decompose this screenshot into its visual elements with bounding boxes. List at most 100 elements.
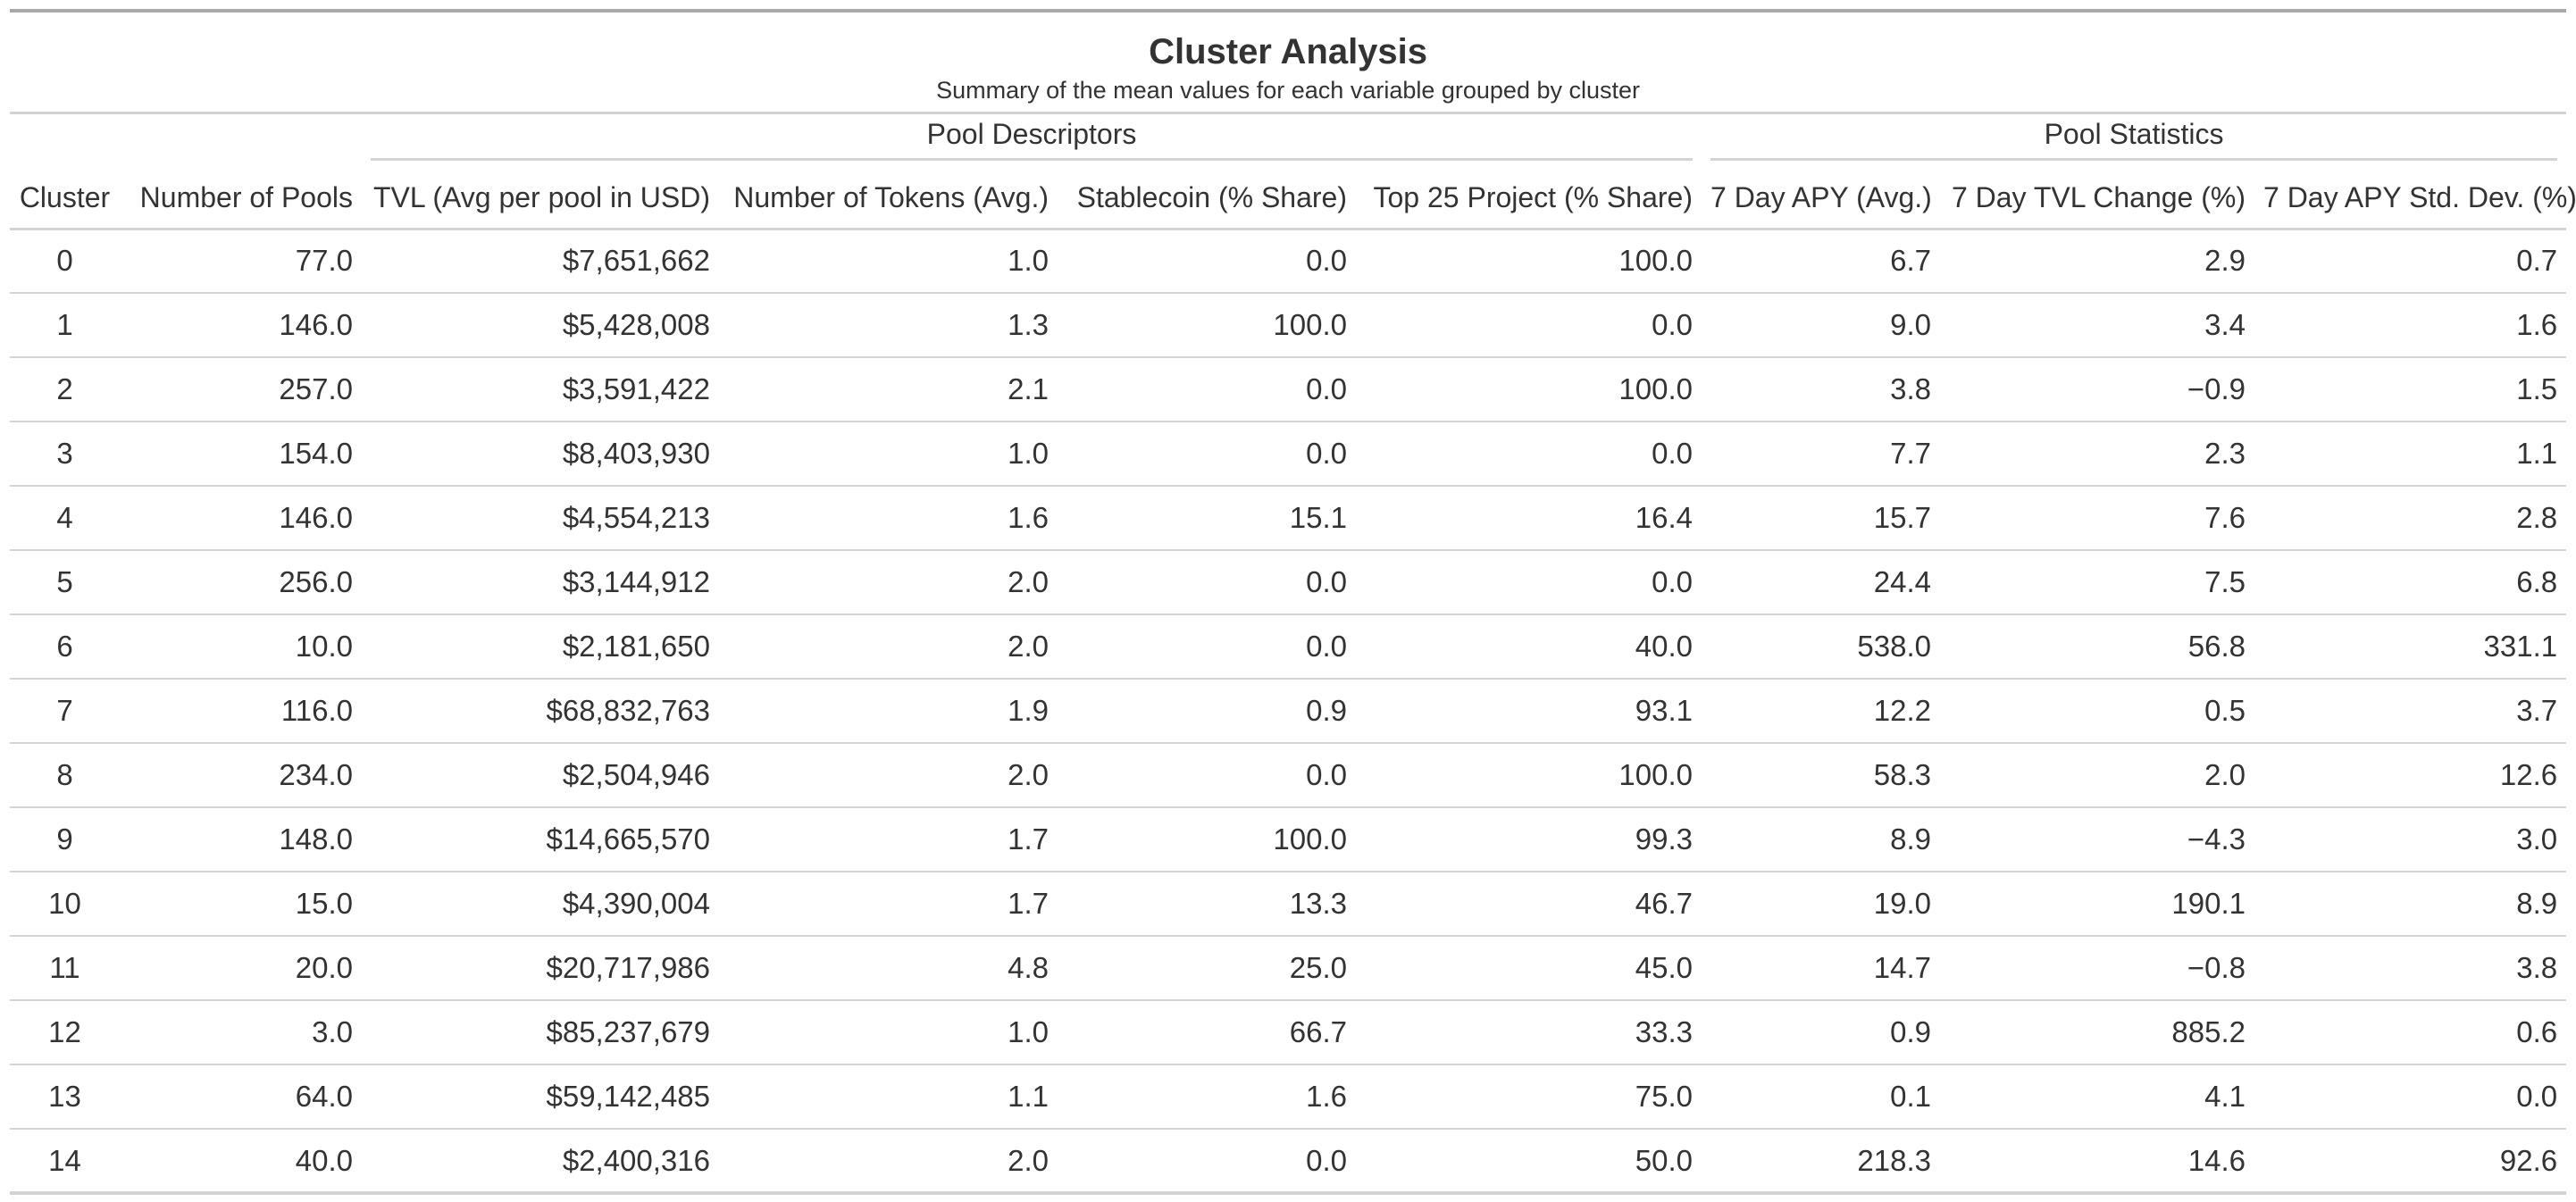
cell-top25: 0.0 — [1356, 421, 1702, 486]
cell-cluster: 14 — [10, 1128, 120, 1193]
cell-apy: 7.7 — [1702, 421, 1940, 486]
cell-apy-std: 331.1 — [2254, 614, 2567, 679]
cell-tvl-change: 2.0 — [1940, 742, 2254, 807]
cell-tvl-change: 0.5 — [1940, 678, 2254, 743]
cell-tvl-change: 14.6 — [1940, 1128, 2254, 1193]
cell-tvl: $85,237,679 — [362, 999, 719, 1064]
spanner-empty — [10, 113, 362, 168]
cell-cluster: 8 — [10, 742, 120, 807]
cell-stablecoin: 15.1 — [1058, 485, 1356, 550]
cell-stablecoin: 0.0 — [1058, 742, 1356, 807]
cell-tvl: $7,651,662 — [562, 244, 710, 278]
table-subtitle: Summary of the mean values for each vari… — [10, 70, 2567, 114]
cell-cluster: 6 — [10, 614, 120, 679]
cell-apy-std: 1.5 — [2254, 356, 2567, 422]
cell-tvl-change: 7.6 — [1940, 485, 2254, 550]
table-row: 13 64.0 $59,142,485 1.1 1.6 75.0 0.1 4.1 0.0 — [10, 1064, 2567, 1129]
column-header-apy-std: 7 Day APY Std. Dev. (%) — [2254, 168, 2576, 230]
table-row: 12 3.0 $85,237,679 1.0 66.7 33.3 0.9 885.2 0.6 — [10, 999, 2567, 1064]
cell-apy: 8.9 — [1702, 806, 1940, 872]
table-row: 11 20.0 $20,717,986 4.8 25.0 45.0 14.7 −0.8 3.8 — [10, 935, 2567, 1000]
cell-tvl-change: 56.8 — [1940, 614, 2254, 679]
cell-cluster: 12 — [10, 999, 120, 1064]
cell-number-of-tokens: 1.0 — [1008, 244, 1049, 278]
cell-number-of-pools: 77.0 — [295, 244, 353, 278]
cell-top25: 100.0 — [1356, 356, 1702, 422]
table-row: 2 257.0 $3,591,422 2.1 0.0 100.0 3.8 −0.9 1.5 — [10, 356, 2567, 422]
cell-tvl-change: −4.3 — [1940, 806, 2254, 872]
table-row: 7 116.0 $68,832,763 1.9 0.9 93.1 12.2 0.5 3.7 — [10, 678, 2567, 743]
table-row: 8 234.0 $2,504,946 2.0 0.0 100.0 58.3 2.0 12.6 — [10, 742, 2567, 807]
cell-tvl: $4,554,213 — [362, 485, 719, 550]
cell-stablecoin: 0.0 — [1058, 421, 1356, 486]
cell-number-of-tokens: 1.0 — [719, 421, 1058, 486]
cell-stablecoin: 0.0 — [1058, 549, 1356, 614]
cell-number-of-tokens: 2.0 — [719, 614, 1058, 679]
column-header-tvl-change: 7 Day TVL Change (%) — [1940, 168, 2254, 230]
table-row: 14 40.0 $2,400,316 2.0 0.0 50.0 218.3 14.6 92.6 — [10, 1128, 2567, 1193]
column-header-number-of-tokens: Number of Tokens (Avg.) — [719, 168, 1058, 230]
table-row: 0 77.0 $7,651,662 1.0 0.0 100.0 6.7 2.9 0.7 — [10, 229, 2566, 293]
cell-stablecoin: 1.6 — [1058, 1064, 1356, 1129]
cell-tvl-change: −0.8 — [1940, 935, 2254, 1000]
column-header-stablecoin: Stablecoin (% Share) — [1058, 168, 1356, 230]
cell-cluster: 9 — [10, 806, 120, 872]
table-row: 4 146.0 $4,554,213 1.6 15.1 16.4 15.7 7.6 2.8 — [10, 485, 2567, 550]
cell-cluster: 4 — [10, 485, 120, 550]
cell-tvl: $2,504,946 — [362, 742, 719, 807]
cell-stablecoin: 0.9 — [1058, 678, 1356, 743]
cell-cluster: 10 — [10, 871, 120, 936]
cell-tvl: $5,428,008 — [362, 292, 719, 357]
column-header-tvl: TVL (Avg per pool in USD) — [362, 168, 719, 230]
cell-stablecoin: 0.0 — [1058, 356, 1356, 422]
table-row: 6 10.0 $2,181,650 2.0 0.0 40.0 538.0 56.8 331.1 — [10, 614, 2567, 679]
column-header-number-of-pools: Number of Pools — [120, 168, 362, 230]
cell-tvl: $2,400,316 — [362, 1128, 719, 1193]
title-row: Cluster Analysis — [10, 11, 2566, 70]
cell-stablecoin: 0.0 — [1306, 244, 1347, 278]
cell-number-of-tokens: 2.0 — [719, 549, 1058, 614]
cell-number-of-tokens: 2.0 — [719, 1128, 1058, 1193]
cell-top25: 99.3 — [1356, 806, 1702, 872]
cell-number-of-pools: 116.0 — [120, 678, 362, 743]
cell-tvl-change: 190.1 — [1940, 871, 2254, 936]
cell-apy: 3.8 — [1702, 356, 1940, 422]
cell-number-of-tokens: 1.6 — [719, 485, 1058, 550]
table-row: 10 15.0 $4,390,004 1.7 13.3 46.7 19.0 190.1 8.9 — [10, 871, 2567, 936]
spanner-pool-statistics: Pool Statistics — [1702, 113, 2566, 168]
cell-tvl-change: 2.3 — [1940, 421, 2254, 486]
column-header-row: Cluster Number of Pools TVL (Avg per poo… — [10, 168, 2576, 230]
table-row: 5 256.0 $3,144,912 2.0 0.0 0.0 24.4 7.5 6.8 — [10, 549, 2567, 614]
cell-tvl: $2,181,650 — [362, 614, 719, 679]
cell-stablecoin: 13.3 — [1058, 871, 1356, 936]
cell-apy: 58.3 — [1702, 742, 1940, 807]
cell-number-of-pools: 64.0 — [120, 1064, 362, 1129]
cell-number-of-pools: 10.0 — [120, 614, 362, 679]
table-header: Cluster Analysis Summary of the mean val… — [10, 11, 2576, 230]
cell-cluster: 0 — [56, 244, 73, 278]
cell-stablecoin: 66.7 — [1058, 999, 1356, 1064]
cell-tvl: $3,591,422 — [362, 356, 719, 422]
cell-apy-std: 12.6 — [2254, 742, 2567, 807]
cell-apy: 218.3 — [1702, 1128, 1940, 1193]
column-header-cluster: Cluster — [10, 168, 120, 230]
cell-tvl: $4,390,004 — [362, 871, 719, 936]
cell-tvl-change: 2.9 — [2204, 244, 2246, 278]
cell-number-of-pools: 234.0 — [120, 742, 362, 807]
cell-top25: 0.0 — [1356, 292, 1702, 357]
cell-top25: 16.4 — [1356, 485, 1702, 550]
cell-top25: 75.0 — [1356, 1064, 1702, 1129]
cell-tvl: $20,717,986 — [362, 935, 719, 1000]
cell-number-of-tokens: 1.9 — [719, 678, 1058, 743]
cell-number-of-pools: 40.0 — [120, 1128, 362, 1193]
cell-apy-std: 3.0 — [2254, 806, 2567, 872]
table-title: Cluster Analysis — [1149, 32, 1428, 71]
cell-number-of-tokens: 2.0 — [719, 742, 1058, 807]
cell-stablecoin: 100.0 — [1058, 806, 1356, 872]
cell-number-of-pools: 146.0 — [120, 292, 362, 357]
cell-number-of-tokens: 1.7 — [719, 806, 1058, 872]
cell-cluster: 1 — [10, 292, 120, 357]
spanner-pool-descriptors-label: Pool Descriptors — [371, 118, 1693, 161]
subtitle-row: Summary of the mean values for each vari… — [10, 70, 2567, 114]
cluster-analysis-table: Cluster Analysis Summary of the mean val… — [10, 9, 2576, 1195]
